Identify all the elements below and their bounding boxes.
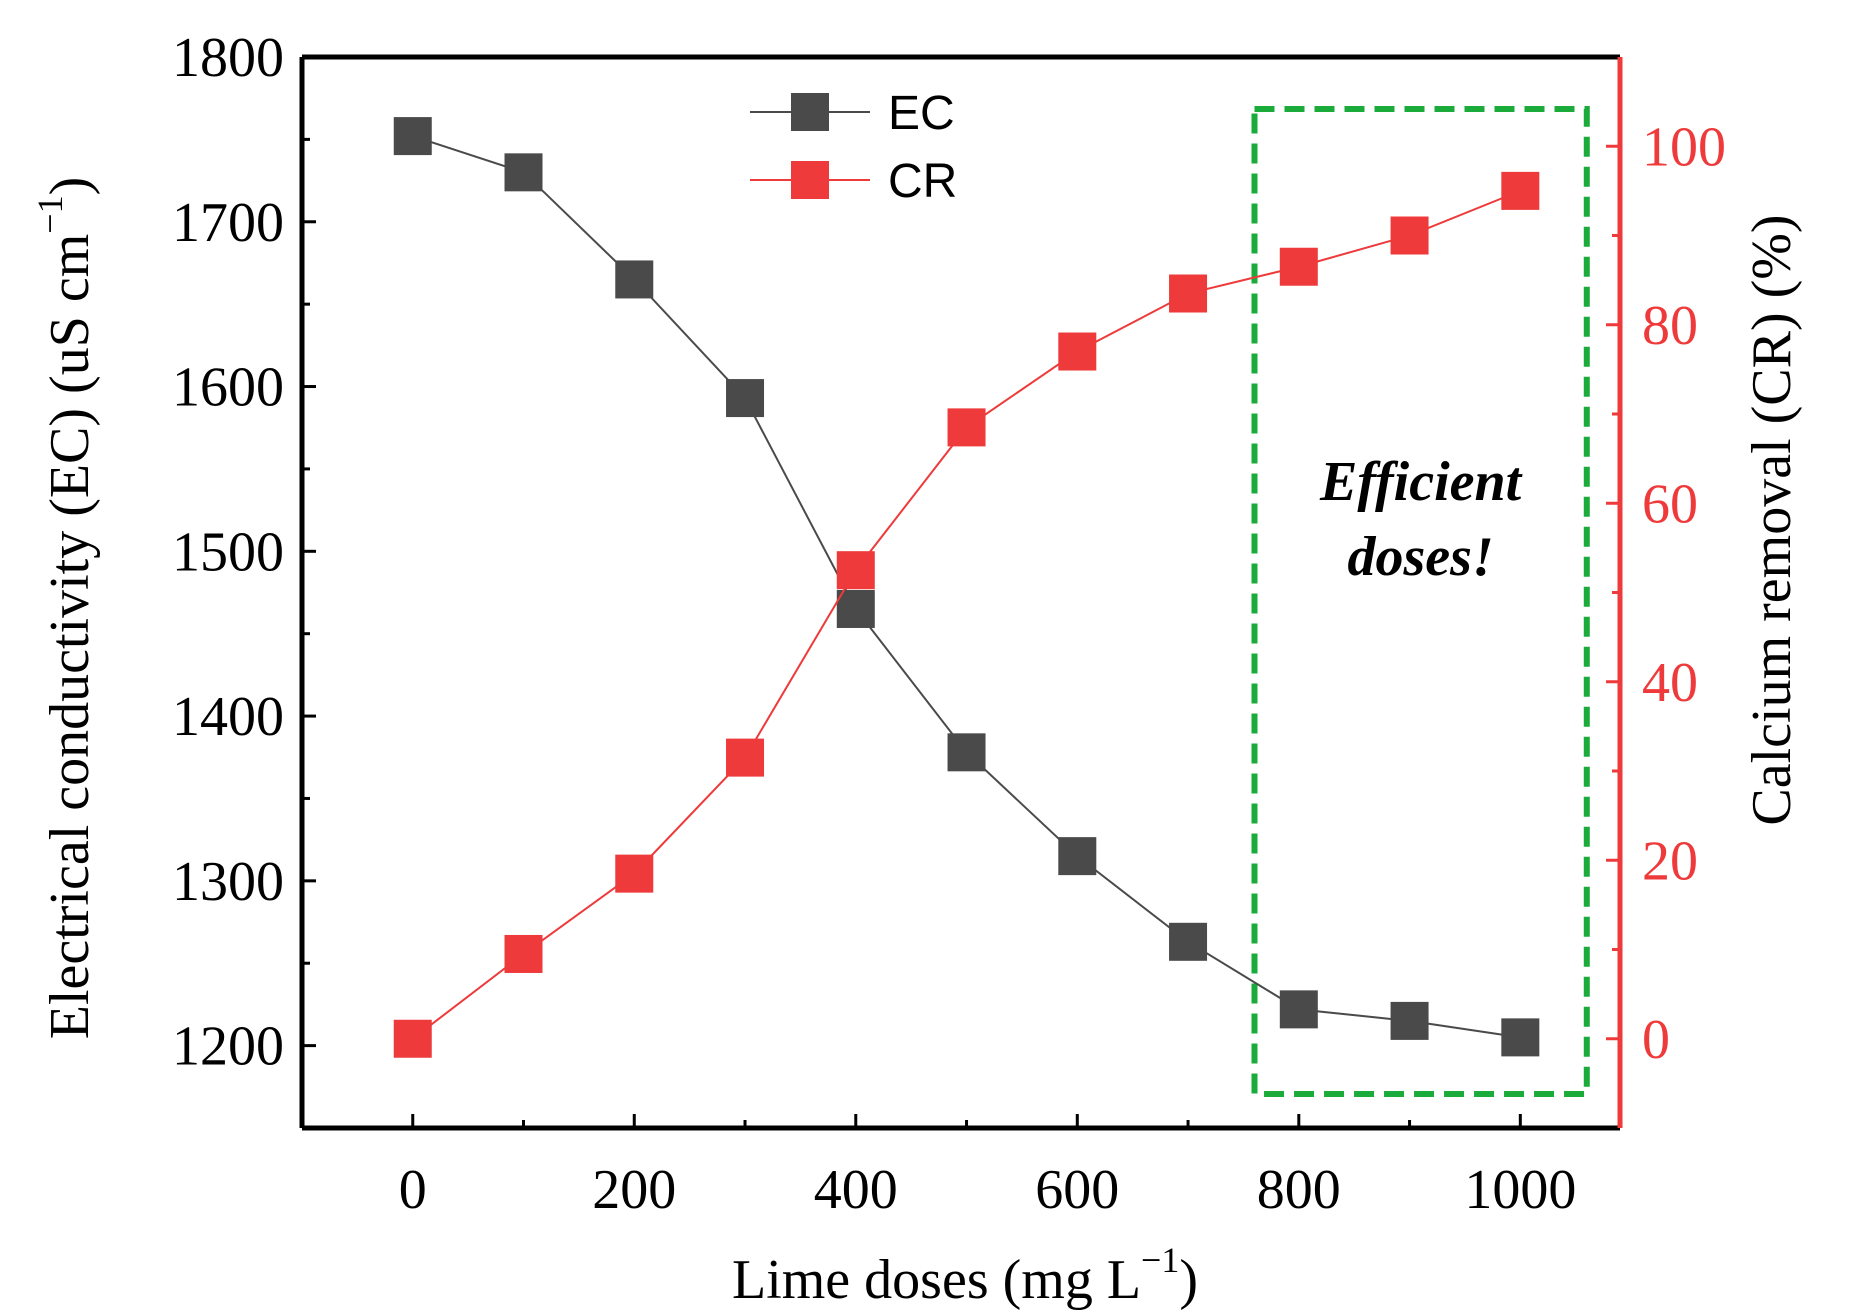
cr-point — [836, 551, 875, 590]
y-left-tick-label: 1600 — [172, 357, 284, 419]
y-right-tick-label: 60 — [1642, 473, 1698, 535]
cr-point — [1390, 216, 1429, 255]
cr-point — [726, 738, 765, 777]
y-left-tick-label: 1400 — [172, 686, 284, 748]
ticks: 0 200 400 600 800 100012001300140015001600170… — [172, 27, 1726, 1221]
x-tick-label: 600 — [1035, 1159, 1119, 1221]
x-tick-label: 800 — [1257, 1159, 1341, 1221]
x-tick-label: 200 — [592, 1159, 676, 1221]
series-group — [393, 117, 1540, 1058]
cr-point — [615, 854, 654, 893]
x-tick-label: 1000 — [1464, 1159, 1576, 1221]
x-axis-title: Lime doses (mg L−1) — [732, 1240, 1198, 1311]
legend-label-ec: EC — [888, 87, 955, 140]
annotation-text-line1: Efficient — [1319, 451, 1523, 513]
y-left-axis-title-sup: −1 — [30, 195, 70, 233]
cr-point — [504, 934, 543, 973]
cr-point — [1058, 332, 1097, 371]
y-left-tick-label: 1200 — [172, 1016, 284, 1078]
x-tick-label: 0 — [399, 1159, 427, 1221]
annotation-rect — [1251, 106, 1590, 1097]
cr-point — [1279, 247, 1318, 286]
cr-point — [1169, 274, 1208, 313]
cr-series-line — [412, 189, 1521, 1040]
y-right-tick-label: 100 — [1642, 116, 1726, 178]
legend: EC CR — [750, 87, 957, 208]
ec-point — [1058, 837, 1097, 876]
ec-point — [1279, 990, 1318, 1029]
cr-point — [393, 1019, 432, 1058]
legend-marker-ec — [791, 93, 829, 131]
ec-point — [1501, 1018, 1540, 1057]
y-left-axis-title: Electrical conductivity (EC) (uS cm−1) — [30, 177, 101, 1040]
ec-point — [504, 153, 543, 192]
legend-label-cr: CR — [888, 155, 957, 208]
x-axis-title-sup: −1 — [1141, 1240, 1179, 1280]
ec-point — [1169, 922, 1208, 961]
ec-point — [726, 379, 765, 418]
y-left-tick-label: 1700 — [172, 192, 284, 254]
annotation-text-line2: doses! — [1348, 526, 1494, 588]
cr-point — [1501, 171, 1540, 210]
y-left-tick-label: 1500 — [172, 521, 284, 583]
x-tick-label: 400 — [814, 1159, 898, 1221]
ec-point — [393, 117, 432, 156]
ec-point — [1390, 1001, 1429, 1040]
y-right-tick-label: 0 — [1642, 1009, 1670, 1071]
y-left-tick-label: 1800 — [172, 27, 284, 89]
annotation-box: Efficient doses! — [1251, 106, 1590, 1097]
y-right-tick-label: 80 — [1642, 295, 1698, 357]
ec-point — [947, 733, 986, 772]
cr-point — [947, 408, 986, 447]
y-left-tick-label: 1300 — [172, 851, 284, 913]
y-right-tick-label: 20 — [1642, 830, 1698, 892]
ec-point — [615, 260, 654, 299]
y-right-axis-title: Calcium removal (CR) (%) — [1741, 214, 1803, 825]
y-right-tick-label: 40 — [1642, 652, 1698, 714]
legend-marker-cr — [791, 161, 829, 199]
ec-point — [836, 589, 875, 628]
